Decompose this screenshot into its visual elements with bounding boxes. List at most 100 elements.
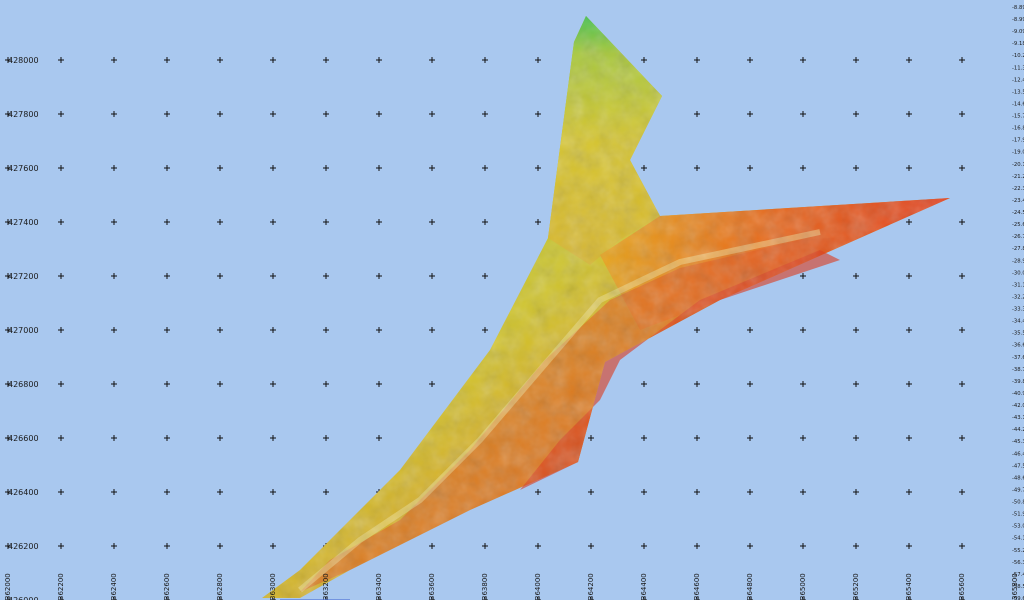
grid-cross — [111, 165, 117, 171]
easting-label: 364000 — [534, 573, 542, 600]
grid-cross — [5, 327, 11, 333]
depth-scale-value: -9.090 — [1012, 29, 1030, 35]
grid-cross — [641, 57, 647, 63]
easting-label: 363400 — [375, 573, 383, 600]
grid-cross — [111, 327, 117, 333]
grid-cross — [58, 165, 64, 171]
grid-cross — [853, 543, 859, 549]
depth-scale-value: -57.437 — [1012, 572, 1030, 578]
depth-scale-value: -42.085 — [1012, 403, 1030, 409]
survey-relief-texture — [262, 16, 950, 598]
grid-cross — [111, 219, 117, 225]
grid-cross — [164, 273, 170, 279]
grid-cross — [323, 435, 329, 441]
grid-cross — [641, 435, 647, 441]
grid-cross — [5, 273, 11, 279]
grid-cross — [323, 273, 329, 279]
depth-scale-value: -20.153 — [1012, 162, 1030, 168]
grid-cross — [217, 57, 223, 63]
depth-scale-value: -38.795 — [1012, 367, 1030, 373]
grid-cross — [906, 489, 912, 495]
grid-cross — [853, 111, 859, 117]
grid-cross — [376, 111, 382, 117]
grid-cross — [429, 327, 435, 333]
easting-label: 364800 — [746, 573, 754, 600]
northing-label: 427800 — [8, 110, 39, 119]
grid-cross — [959, 381, 965, 387]
grid-cross — [323, 327, 329, 333]
grid-cross — [164, 381, 170, 387]
depth-scale-value: -40.988 — [1012, 391, 1030, 397]
depth-scale-value: -8.897 — [1012, 5, 1029, 11]
depth-scale-value: -8.993 — [1012, 17, 1029, 23]
grid-cross — [535, 543, 541, 549]
grid-cross — [323, 57, 329, 63]
grid-cross — [58, 57, 64, 63]
grid-cross — [217, 327, 223, 333]
grid-cross — [429, 543, 435, 549]
depth-scale-value: -17.959 — [1012, 138, 1030, 144]
grid-cross — [111, 435, 117, 441]
easting-label: 365200 — [852, 573, 860, 600]
grid-cross — [482, 111, 488, 117]
grid-cross — [800, 111, 806, 117]
grid-cross — [800, 543, 806, 549]
grid-cross — [164, 327, 170, 333]
grid-cross — [5, 111, 11, 117]
northing-label: 428000 — [8, 56, 39, 65]
grid-cross — [376, 57, 382, 63]
grid-cross — [747, 327, 753, 333]
depth-scale-value: -23.443 — [1012, 198, 1030, 204]
grid-cross — [906, 111, 912, 117]
grid-cross — [588, 435, 594, 441]
grid-cross — [853, 327, 859, 333]
grid-cross — [58, 273, 64, 279]
grid-cross — [217, 435, 223, 441]
grid-cross — [429, 273, 435, 279]
depth-scale-value: -37.698 — [1012, 355, 1030, 361]
depth-scale-value: -24.539 — [1012, 210, 1030, 216]
grid-cross — [694, 381, 700, 387]
grid-cross — [482, 219, 488, 225]
grid-cross — [853, 435, 859, 441]
grid-cross — [959, 111, 965, 117]
grid-cross — [906, 381, 912, 387]
depth-scale-value: -26.732 — [1012, 234, 1030, 240]
grid-cross — [58, 327, 64, 333]
grid-cross — [217, 111, 223, 117]
depth-scale-value: -22.346 — [1012, 186, 1030, 192]
grid-cross — [58, 219, 64, 225]
depth-scale-value: -39.892 — [1012, 379, 1030, 385]
grid-cross — [535, 165, 541, 171]
grid-cross — [906, 435, 912, 441]
grid-cross — [800, 327, 806, 333]
grid-cross — [800, 273, 806, 279]
depth-scale-value: -36.602 — [1012, 343, 1030, 349]
depth-scale-value: -14.670 — [1012, 101, 1030, 107]
northing-label: 427400 — [8, 218, 39, 227]
grid-cross — [482, 543, 488, 549]
depth-scale-value: -27.829 — [1012, 246, 1030, 252]
northing-label: 427600 — [8, 164, 39, 173]
grid-cross — [694, 57, 700, 63]
grid-cross — [800, 435, 806, 441]
depth-scale-value: -50.858 — [1012, 500, 1030, 506]
easting-label: 364200 — [587, 573, 595, 600]
grid-cross — [959, 327, 965, 333]
grid-cross — [323, 165, 329, 171]
grid-cross — [853, 381, 859, 387]
grid-cross — [906, 165, 912, 171]
grid-cross — [270, 381, 276, 387]
depth-scale-value: -47.568 — [1012, 463, 1030, 469]
easting-label: 363200 — [322, 573, 330, 600]
easting-label: 362200 — [57, 573, 65, 600]
easting-axis: 362000 362200 362400 362600 362800 363000 3632… — [4, 573, 1019, 600]
depth-scale-value: -31.119 — [1012, 282, 1030, 288]
grid-cross — [906, 219, 912, 225]
northing-label: 427200 — [8, 272, 39, 281]
northing-label: 426200 — [8, 542, 39, 551]
grid-cross — [111, 543, 117, 549]
grid-cross — [270, 57, 276, 63]
